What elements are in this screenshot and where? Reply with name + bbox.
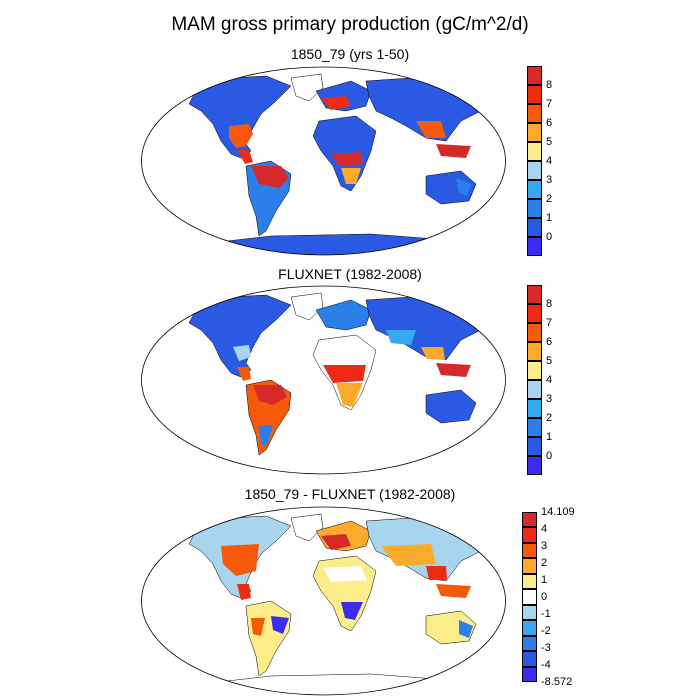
colorbar-tick-label: 2 xyxy=(546,192,553,205)
colorbar-tick-label: 8 xyxy=(546,297,553,310)
colorbar-tick-label: -3 xyxy=(541,641,551,654)
colorbar-box xyxy=(527,66,542,85)
colorbar-box xyxy=(527,437,542,456)
colorbar-box xyxy=(527,161,542,180)
colorbar-tick-label: 0 xyxy=(546,449,553,462)
colorbar-box xyxy=(527,304,542,323)
colorbar-box xyxy=(527,456,542,475)
colorbar-box xyxy=(527,85,542,104)
colorbar-tick-label: 5 xyxy=(546,135,553,148)
colorbar-box xyxy=(522,620,537,636)
colorbar-tick-label: 7 xyxy=(546,97,553,110)
colorbar-tick-label: 1 xyxy=(541,573,548,586)
colorbar-tick-label: -8.572 xyxy=(541,675,573,688)
colorbar-box xyxy=(522,666,537,682)
colorbar-tick-label: 1 xyxy=(546,211,553,224)
colorbar-box xyxy=(527,285,542,304)
colorbar-tick-label: 3 xyxy=(546,392,553,405)
colorbar-tick-label: 4 xyxy=(546,373,553,386)
colorbar-box xyxy=(522,558,537,574)
colorbar-tick-label: 3 xyxy=(541,539,548,552)
colorbar-box xyxy=(527,218,542,237)
colorbar-box xyxy=(522,573,537,590)
colorbar-tick-label: 0 xyxy=(546,230,553,243)
colorbar-tick-label: 8 xyxy=(546,78,553,91)
continent-europe xyxy=(315,299,372,331)
colorbar-tick-label: 4 xyxy=(541,522,548,535)
colorbar-box xyxy=(522,651,537,667)
colorbar-box xyxy=(527,342,542,361)
colorbar-tick-label: 5 xyxy=(546,354,553,367)
continent-australia xyxy=(425,170,477,205)
map-panel-2 xyxy=(141,285,506,475)
continent-australia xyxy=(425,389,477,424)
colorbar-tick-label: 4 xyxy=(546,154,553,167)
colorbar-tick-label: -1 xyxy=(541,607,551,620)
continent-north-america xyxy=(188,294,292,378)
colorbar-tick-label: 14.109 xyxy=(541,505,575,518)
continent-north-america xyxy=(188,75,292,159)
colorbar-box xyxy=(522,542,537,559)
colorbar-box xyxy=(527,142,542,161)
colorbar-box xyxy=(522,604,537,621)
colorbar-box xyxy=(527,104,542,123)
figure-title: MAM gross primary production (gC/m^2/d) xyxy=(171,14,529,35)
colorbar-panel-3: 14.109 4 3 2 1 0 -1 -2 -3 -4 -8.572 xyxy=(522,506,582,687)
continent-antarctica xyxy=(190,673,462,695)
continent-south-america xyxy=(245,600,292,677)
colorbar-tick-label: 6 xyxy=(546,116,553,129)
colorbar-tick-label: 7 xyxy=(546,316,553,329)
colorbar-box xyxy=(527,361,542,380)
colorbar-tick-label: -2 xyxy=(541,624,551,637)
colorbar-tick-label: -4 xyxy=(541,658,551,671)
colorbar-box xyxy=(527,418,542,437)
colorbar-tick-label: 2 xyxy=(541,556,548,569)
colorbar-tick-label: 6 xyxy=(546,335,553,348)
panel-title-3: 1850_79 - FLUXNET (1982-2008) xyxy=(244,486,456,502)
map-panel-1 xyxy=(141,66,506,256)
colorbar-tick-label: 3 xyxy=(546,173,553,186)
colorbar-box xyxy=(527,380,542,399)
map-panel-3 xyxy=(141,506,506,696)
continent-greenland xyxy=(290,73,324,102)
colorbar-tick-label: 2 xyxy=(546,411,553,424)
colorbar-box xyxy=(527,199,542,218)
colorbar-box xyxy=(522,635,537,652)
colorbar-panel-1: 8 7 6 5 4 3 2 1 0 xyxy=(527,66,587,256)
panel-title-2: FLUXNET (1982-2008) xyxy=(278,266,422,282)
colorbar-box xyxy=(527,399,542,418)
colorbar-tick-label: 0 xyxy=(541,590,548,603)
continent-antarctica xyxy=(190,233,462,255)
colorbar-panel-2: 8 7 6 5 4 3 2 1 0 xyxy=(527,285,587,475)
panel-title-1: 1850_79 (yrs 1-50) xyxy=(290,46,410,62)
colorbar-box xyxy=(527,180,542,199)
colorbar-box xyxy=(522,589,537,605)
colorbar-box xyxy=(527,237,542,256)
colorbar-box xyxy=(522,527,537,543)
colorbar-box xyxy=(527,123,542,142)
colorbar-box xyxy=(527,323,542,342)
colorbar-tick-label: 1 xyxy=(546,430,553,443)
colorbar-box xyxy=(522,512,537,528)
